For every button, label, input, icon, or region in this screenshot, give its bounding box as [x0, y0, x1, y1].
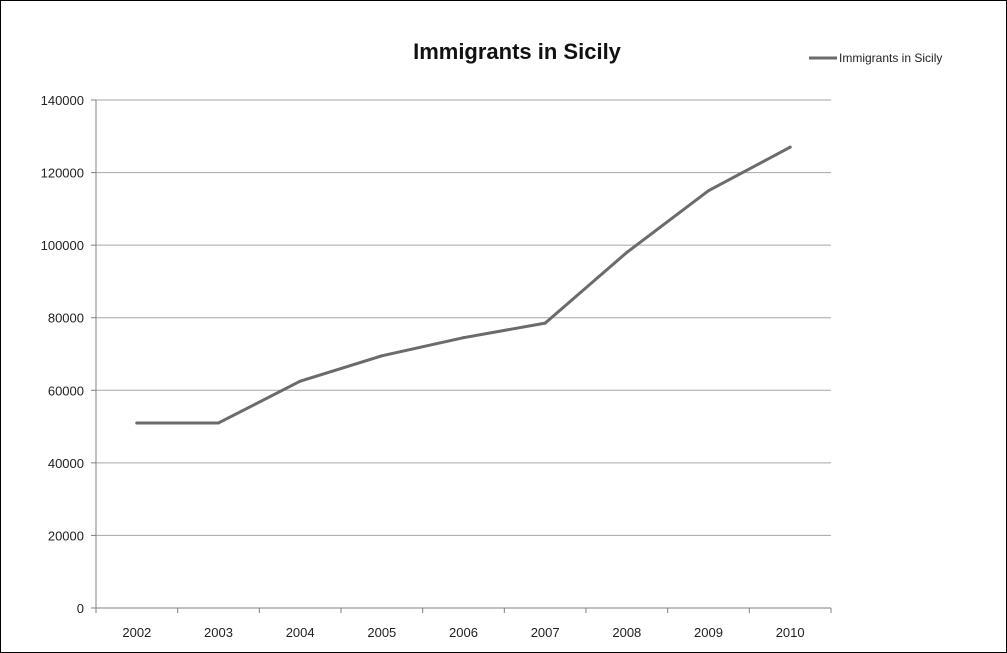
- data-point: [462, 336, 465, 340]
- y-tick-labels: 0 20000 40000 60000 80000 100000 120000 140000: [41, 93, 84, 616]
- x-tick-label: 2005: [367, 625, 396, 640]
- data-point: [135, 421, 139, 425]
- y-tick-label: 40000: [48, 456, 84, 471]
- y-tick-label: 140000: [41, 93, 84, 108]
- x-tick-labels: 2002 2003 2004 2005 2006 2007 2008 2009 2010: [122, 625, 804, 640]
- y-tick-label: 20000: [48, 528, 84, 543]
- chart-title: Immigrants in Sicily: [413, 39, 622, 64]
- x-tick-label: 2002: [122, 625, 151, 640]
- data-point: [788, 145, 792, 149]
- y-tick-label: 120000: [41, 166, 84, 181]
- data-point: [543, 321, 547, 325]
- x-tick-label: 2010: [776, 625, 805, 640]
- x-tick-label: 2008: [612, 625, 641, 640]
- x-tick-label: 2006: [449, 625, 478, 640]
- y-tick-label: 0: [77, 601, 84, 616]
- y-tick-label: 60000: [48, 383, 84, 398]
- data-point: [625, 250, 629, 254]
- data-point: [707, 189, 710, 193]
- data-point: [298, 379, 302, 383]
- series-group: [135, 145, 792, 425]
- x-tick-label: 2009: [694, 625, 723, 640]
- data-point: [217, 421, 220, 425]
- data-point: [380, 354, 384, 358]
- y-tick-label: 80000: [48, 311, 84, 326]
- y-tick-label: 100000: [41, 238, 84, 253]
- x-tick-label: 2004: [286, 625, 315, 640]
- gridlines: [96, 99, 831, 536]
- x-tick-label: 2003: [204, 625, 233, 640]
- legend: Immigrants in Sicily: [809, 51, 942, 65]
- legend-label: Immigrants in Sicily: [839, 51, 942, 65]
- x-tick-label: 2007: [531, 625, 560, 640]
- series-line: [135, 145, 792, 425]
- axes: [91, 99, 832, 613]
